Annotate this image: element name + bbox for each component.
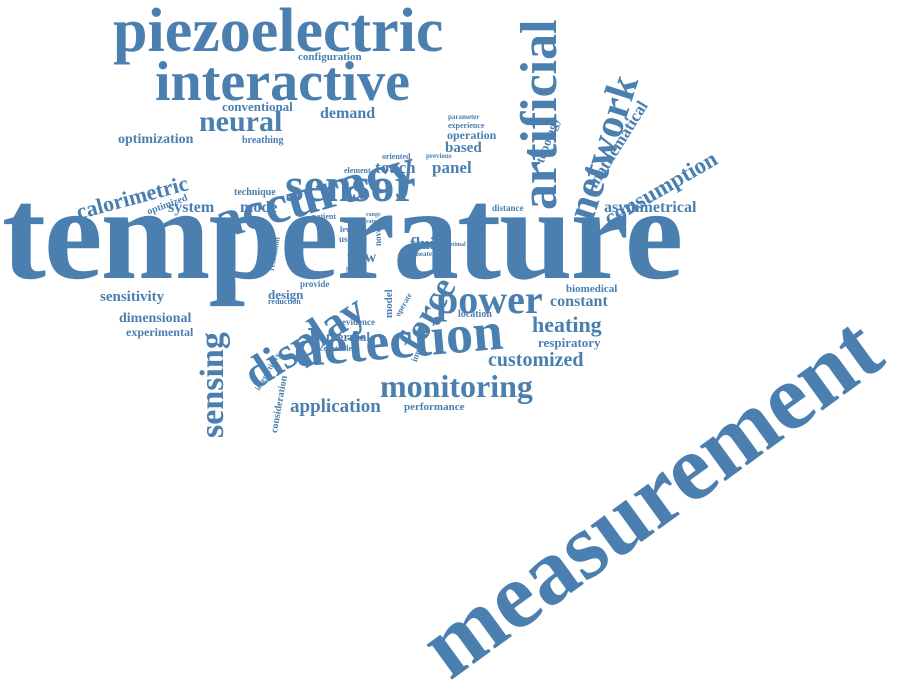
word-dimensional: dimensional — [119, 311, 192, 326]
word-asymmetrical: asymmetrical — [604, 199, 697, 216]
word-based: based — [445, 140, 482, 156]
word-heater: heater — [416, 250, 436, 258]
word-optimization: optimization — [118, 132, 194, 147]
word-location: location — [458, 309, 492, 320]
word-demand: demand — [320, 105, 376, 122]
word-optimal: optimal — [446, 242, 466, 248]
word-level: level — [340, 225, 356, 234]
word-evidence: evidence — [342, 317, 375, 327]
word-distance: distance — [492, 203, 524, 213]
word-experimental: experimental — [126, 325, 194, 339]
word-technique: technique — [234, 187, 276, 198]
word-range: range — [366, 212, 381, 218]
word-mode: mode — [240, 199, 278, 216]
word-element: element — [344, 166, 371, 175]
word-power: power — [436, 277, 543, 322]
word-patient: patient — [312, 212, 336, 221]
word-sensor: sensor — [285, 159, 416, 212]
word-customized: customized — [488, 349, 584, 371]
word-respiratory: respiratory — [538, 335, 601, 350]
word-temperature: temperature — [2, 160, 683, 307]
word-configuration: configuration — [298, 51, 362, 63]
word-biomedical: biomedical — [566, 283, 618, 295]
word-constant: constant — [550, 293, 608, 310]
word-monitoring: monitoring — [380, 368, 533, 404]
word-operation: operation — [447, 128, 497, 142]
word-neural: neural — [199, 105, 283, 138]
word-interactive: interactive — [155, 51, 410, 113]
word-greater: greater — [303, 269, 325, 277]
word-thermal: thermal — [326, 329, 371, 344]
word-paper: paper — [346, 266, 361, 272]
word-sensitivity: sensitivity — [100, 289, 165, 305]
word-application: application — [290, 396, 381, 417]
word-conventional: conventional — [222, 99, 293, 114]
word-novel: novel — [373, 225, 383, 246]
word-performance: performance — [404, 401, 465, 413]
word-system: system — [168, 199, 215, 216]
word-user: user — [339, 234, 356, 244]
word-breathing: breathing — [242, 135, 284, 146]
word-piezoelectric: piezoelectric — [113, 0, 444, 65]
word-touch: touch — [375, 158, 416, 177]
word-flow: flow — [347, 249, 377, 266]
word-oriented: oriented — [382, 152, 411, 161]
word-provide: provide — [300, 279, 330, 289]
word-rate: rate — [366, 219, 377, 225]
word-acceptable: acceptable — [316, 344, 352, 353]
word-parameter: parameter — [448, 113, 480, 121]
word-artificial: artificial — [511, 19, 568, 210]
word-experience: experience — [448, 121, 485, 130]
word-fluid: fluid — [410, 234, 445, 253]
word-sensing: sensing — [194, 332, 231, 438]
word-heating: heating — [532, 312, 602, 337]
word-design: design — [268, 287, 304, 302]
word-panel: panel — [432, 158, 472, 177]
word-reduction: reduction — [268, 297, 301, 306]
word-previous: previous — [426, 152, 452, 160]
